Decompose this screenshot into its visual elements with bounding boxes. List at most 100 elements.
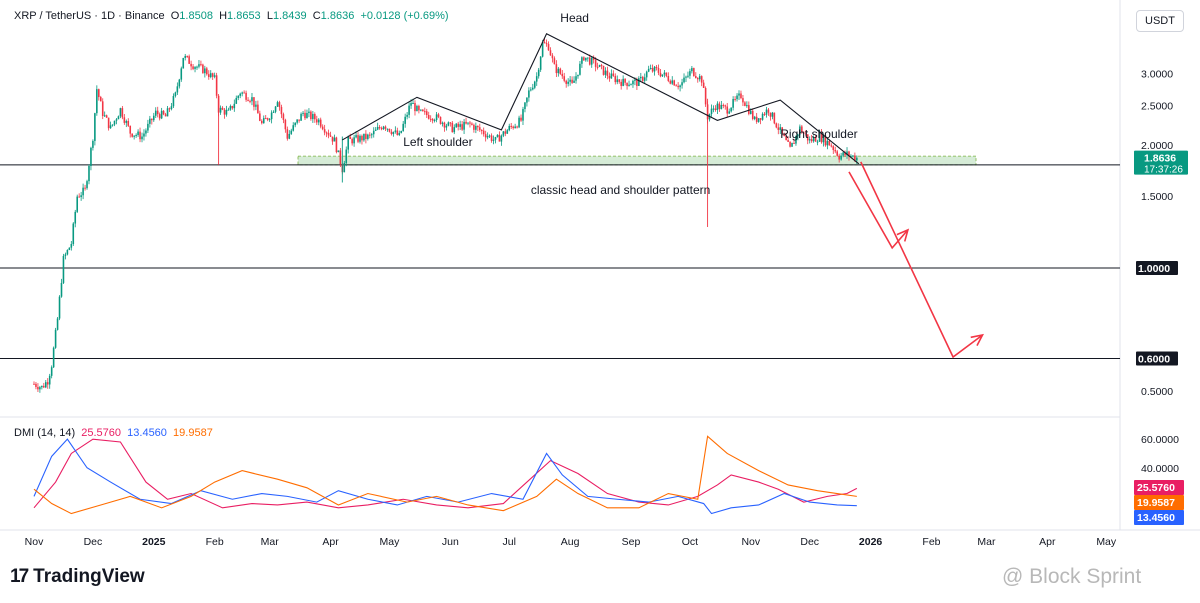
- candle-body: [231, 105, 234, 109]
- candle-body: [710, 108, 713, 115]
- candle-body: [221, 107, 224, 110]
- candle-body: [610, 73, 613, 79]
- candle-body: [225, 109, 228, 115]
- candle-body: [638, 78, 640, 86]
- candle-body: [508, 125, 511, 131]
- candle-body: [323, 129, 326, 133]
- dmi-line-di: [33, 438, 858, 509]
- candle-body: [84, 187, 86, 189]
- candle-body: [516, 126, 518, 128]
- time-tick-label: Dec: [84, 536, 103, 548]
- currency-button[interactable]: USDT: [1136, 10, 1184, 32]
- candle-body: [347, 136, 350, 150]
- candle-body: [447, 122, 450, 126]
- dmi-label[interactable]: DMI (14, 14): [14, 427, 76, 439]
- candle-body: [636, 79, 638, 86]
- candle-body: [37, 386, 39, 390]
- candle-body: [510, 125, 513, 127]
- candle-body: [728, 111, 730, 114]
- candle-body: [628, 84, 630, 86]
- candle-body: [569, 79, 571, 82]
- time-tick-label: Mar: [261, 536, 280, 548]
- candle-body: [759, 118, 762, 120]
- annotation-right-shoulder: Right shoulder: [780, 127, 857, 141]
- candle-body: [838, 155, 840, 160]
- candle-body: [716, 103, 719, 110]
- candle-body: [378, 127, 381, 129]
- candle-body: [251, 97, 253, 102]
- candle-body: [665, 72, 668, 77]
- dmi-value-bg: [1134, 510, 1184, 525]
- candle-body: [101, 101, 104, 116]
- candle-body: [579, 63, 581, 75]
- candle-body: [685, 76, 687, 78]
- candle-body: [746, 105, 748, 107]
- candle-body: [280, 107, 283, 115]
- candle-body: [204, 68, 206, 74]
- candle-body: [803, 132, 805, 134]
- candle-body: [233, 103, 236, 109]
- candle-body: [259, 113, 261, 121]
- candle-body: [396, 130, 399, 135]
- candle-body: [659, 72, 662, 77]
- tradingview-logo[interactable]: 17 TradingView: [10, 566, 145, 588]
- candle-body: [518, 117, 520, 128]
- change-value: +0.0128 (+0.69%): [360, 10, 449, 22]
- candle-body: [724, 105, 727, 107]
- candle-body: [365, 133, 367, 139]
- candle-body: [388, 128, 391, 132]
- candle-body: [618, 79, 621, 82]
- candle-body: [836, 151, 839, 156]
- candle-body: [98, 89, 100, 98]
- candle-body: [565, 80, 567, 84]
- candle-body: [131, 133, 133, 137]
- high-label: H: [219, 10, 228, 22]
- candle-body: [698, 76, 701, 80]
- candle-body: [363, 133, 365, 141]
- candle-body: [68, 247, 71, 250]
- candle-body: [194, 67, 196, 69]
- candle-body: [478, 127, 481, 131]
- candle-body: [539, 56, 542, 70]
- annotation-head: Head: [560, 11, 589, 25]
- time-tick-label: Nov: [741, 536, 760, 548]
- candle-body: [176, 86, 179, 93]
- candle-body: [612, 73, 615, 76]
- dmi-line-adx: [33, 435, 857, 515]
- candle-body: [834, 149, 837, 152]
- time-tick-label: Mar: [977, 536, 996, 548]
- candle-body: [535, 76, 538, 82]
- close-value: 1.8636: [320, 10, 355, 22]
- candle-body: [657, 68, 660, 73]
- candle-body: [555, 64, 558, 74]
- current-price-label: 1.8636: [1144, 153, 1176, 165]
- candle-body: [773, 112, 776, 124]
- open-label: O: [170, 10, 180, 22]
- candle-body: [351, 138, 353, 144]
- candle-body: [822, 135, 825, 143]
- candle-body: [787, 140, 789, 142]
- candle-body: [675, 85, 677, 87]
- candle-body: [443, 122, 446, 128]
- candle-body: [105, 115, 108, 118]
- candle-body: [477, 125, 479, 128]
- candle-body: [451, 122, 454, 133]
- candle-body: [390, 131, 393, 135]
- candle-body: [533, 81, 536, 88]
- candle-body: [386, 128, 389, 130]
- candle-body: [830, 145, 833, 147]
- candle-body: [292, 125, 295, 131]
- candle-body: [54, 329, 57, 348]
- candle-body: [115, 119, 118, 121]
- candle-body: [486, 136, 489, 138]
- candle-body: [376, 127, 379, 130]
- candle-body: [76, 196, 79, 212]
- candle-body: [58, 296, 61, 319]
- candle-body: [372, 130, 375, 135]
- dmi-value-bg: [1134, 495, 1184, 510]
- candle-body: [272, 111, 275, 113]
- candle-body: [645, 71, 648, 78]
- candle-body: [370, 134, 373, 136]
- candle-body: [420, 109, 422, 111]
- symbol-label[interactable]: XRP / TetherUS · 1D · Binance: [14, 10, 165, 22]
